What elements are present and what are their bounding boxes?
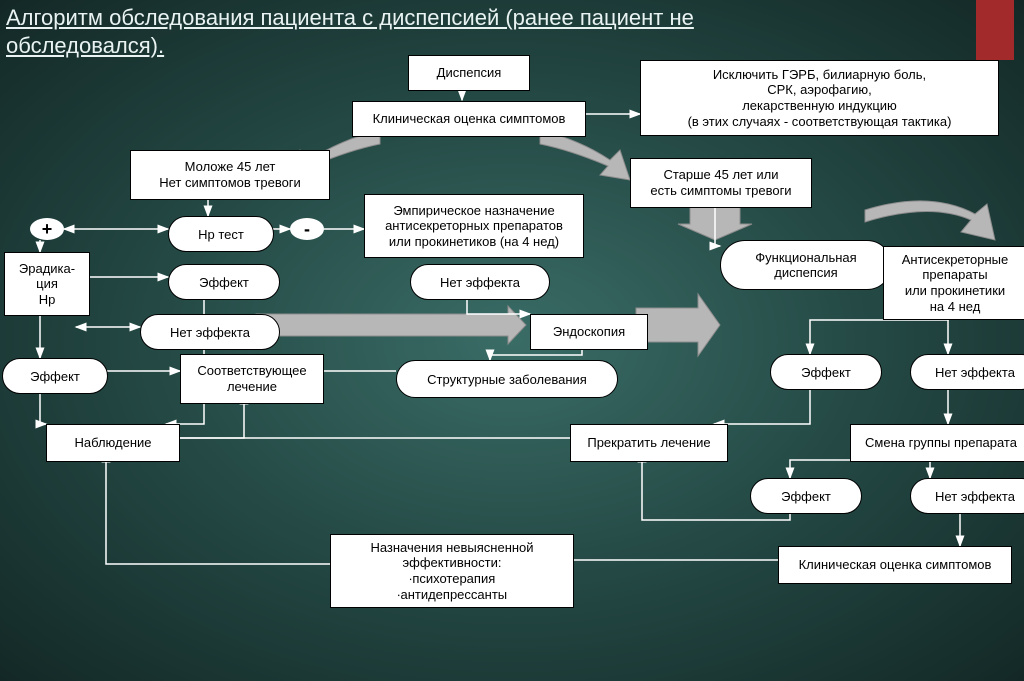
- node-endo: Эндоскопия: [530, 314, 648, 350]
- node-treat: Соответствующее лечение: [180, 354, 324, 404]
- node-clin2: Клиническая оценка симптомов: [778, 546, 1012, 584]
- node-excl: Исключить ГЭРБ, билиарную боль, СРК, аэр…: [640, 60, 999, 136]
- node-noeff1: Нет эффекта: [410, 264, 550, 300]
- node-noeff3: Нет эффекта: [910, 354, 1024, 390]
- node-eff4: Эффект: [750, 478, 862, 514]
- node-emp: Эмпирическое назначение антисекреторных …: [364, 194, 584, 258]
- node-young: Моложе 45 лет Нет симптомов тревоги: [130, 150, 330, 200]
- node-noeff4: Нет эффекта: [910, 478, 1024, 514]
- decoration-red-bar: [976, 0, 1014, 60]
- node-dysp: Диспепсия: [408, 55, 530, 91]
- slide-title: Алгоритм обследования пациента с диспепс…: [6, 4, 786, 59]
- node-clin: Клиническая оценка симптомов: [352, 101, 586, 137]
- node-func: Функциональная диспепсия: [720, 240, 892, 290]
- node-struct: Структурные заболевания: [396, 360, 618, 398]
- node-erad: Эрадика- ция Нр: [4, 252, 90, 316]
- node-obs: Наблюдение: [46, 424, 180, 462]
- node-eff2: Эффект: [2, 358, 108, 394]
- node-hptest: Нр тест: [168, 216, 274, 252]
- node-old: Старше 45 лет или есть симптомы тревоги: [630, 158, 812, 208]
- node-antisec: Антисекреторные препараты или прокинетик…: [883, 246, 1024, 320]
- node-unexpl: Назначения невыясненной эффективности: ∙…: [330, 534, 574, 608]
- node-minus: -: [290, 218, 324, 240]
- node-change: Смена группы препарата: [850, 424, 1024, 462]
- node-eff1: Эффект: [168, 264, 280, 300]
- slide: Алгоритм обследования пациента с диспепс…: [0, 0, 1024, 681]
- node-plus: +: [30, 218, 64, 240]
- node-eff3: Эффект: [770, 354, 882, 390]
- node-noeff2: Нет эффекта: [140, 314, 280, 350]
- node-stop: Прекратить лечение: [570, 424, 728, 462]
